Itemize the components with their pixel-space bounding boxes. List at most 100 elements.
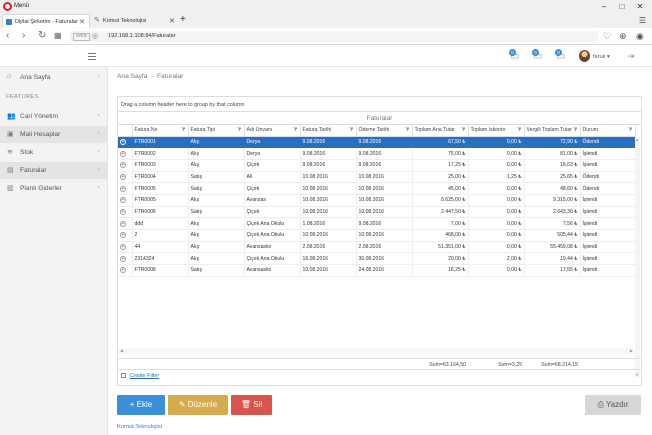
- table-row[interactable]: + FTR0005 Alış Avansas 10.08.2016 10.08.2016 8…: [118, 194, 636, 207]
- column-header[interactable]: Toplam Ana Tutar ⧩: [412, 125, 469, 137]
- expand-cell[interactable]: +: [118, 206, 133, 219]
- browser-menu-label[interactable]: Menü: [14, 3, 30, 9]
- print-button[interactable]: ⎙ Yazdır: [585, 395, 641, 415]
- table-row[interactable]: + FTR0005 Satış Çiçek 10.08.2016 10.08.2016 45…: [118, 182, 636, 195]
- delete-button[interactable]: 🗑 Sil: [231, 395, 272, 415]
- footer-link[interactable]: Komut Teknolojisi: [117, 424, 163, 430]
- filter-icon[interactable]: ⧩: [461, 127, 466, 133]
- scroll-right-icon[interactable]: ▶: [629, 348, 633, 353]
- horizontal-scrollbar[interactable]: ◀ ▶: [118, 348, 635, 354]
- table-row[interactable]: + FTR0008 Satış Avansasko 10.08.2016 24.08.20…: [118, 264, 636, 277]
- table-row[interactable]: + ddd Alış Çiçek Ana Okulu 1.08.2016 9.08.201…: [118, 217, 636, 230]
- sidebar-item-stok[interactable]: ≋ Stok ‹: [0, 144, 108, 161]
- filter-icon[interactable]: ⧩: [573, 127, 578, 133]
- maximize-icon[interactable]: □: [619, 2, 625, 11]
- tab-komut[interactable]: ✎ Komut Teknolojisi ✕: [91, 14, 179, 28]
- address-bar[interactable]: WEB ◎ 192.168.1.108:84/Faturalar: [70, 31, 598, 42]
- expand-cell[interactable]: +: [118, 194, 133, 207]
- sidebar-item-mali-hesaplar[interactable]: ▣ Mali Hesaplar ‹: [0, 126, 108, 143]
- heart-icon[interactable]: ♡: [603, 31, 612, 41]
- filter-checkbox[interactable]: [121, 373, 126, 379]
- task-icon[interactable]: ▭: [556, 51, 566, 62]
- account-icon[interactable]: ◉: [636, 31, 644, 41]
- expand-cell[interactable]: +: [118, 264, 133, 277]
- user-name[interactable]: faruk ▾: [593, 54, 610, 60]
- avatar[interactable]: [579, 50, 590, 62]
- table-row[interactable]: + FTR0001 Alış Derya 9.08.2016 9.08.2016 67,50…: [118, 136, 636, 149]
- expand-cell[interactable]: +: [118, 217, 133, 230]
- vertical-scrollbar[interactable]: ▲ ▼: [635, 137, 640, 377]
- filter-icon[interactable]: ⧩: [237, 127, 242, 133]
- create-filter[interactable]: Create Filter: [118, 373, 159, 379]
- download-icon[interactable]: ⊕: [619, 31, 627, 41]
- column-header[interactable]: Durum ⧩: [580, 125, 636, 137]
- filter-icon[interactable]: ⧩: [517, 127, 522, 133]
- notification-icon[interactable]: ▭: [510, 51, 520, 62]
- table-row[interactable]: + FTR0003 Alış Çiçek 9.08.2016 9.08.2016 17,25…: [118, 159, 636, 172]
- sidebar-item-cari-yonetim[interactable]: 👥 Cari Yönetim ‹: [0, 108, 108, 125]
- expand-cell[interactable]: +: [118, 241, 133, 254]
- table-row[interactable]: + FTR0006 Satış Çiçek 10.08.2016 10.08.2016 2.…: [118, 206, 636, 219]
- tab-close-icon[interactable]: ✕: [169, 18, 175, 25]
- sidebar-item-planli-giderler[interactable]: ▥ Planlı Giderler ‹: [0, 180, 108, 197]
- filter-icon[interactable]: ⧩: [405, 127, 410, 133]
- expand-cell[interactable]: +: [118, 252, 133, 266]
- expand-row-icon[interactable]: +: [120, 162, 126, 169]
- expand-row-icon[interactable]: +: [120, 197, 126, 204]
- column-header[interactable]: Adı Ünvanı ⧩: [244, 125, 301, 137]
- column-header[interactable]: Toplam Iskonto ⧩: [468, 125, 525, 137]
- expand-row-icon[interactable]: +: [120, 208, 126, 215]
- table-row[interactable]: + FTR0002 Alış Derya 9.08.2016 9.08.2016 75,00…: [118, 147, 636, 160]
- expand-cell[interactable]: +: [118, 229, 133, 242]
- column-header[interactable]: Vergili Toplam Tutar ⧩: [524, 125, 581, 137]
- tab-menu-icon[interactable]: ☰: [638, 16, 646, 25]
- table-row[interactable]: +44 Alış Avansasko 2.08.2016 2.08.2016 51.351…: [118, 241, 636, 254]
- filter-icon[interactable]: ⧩: [628, 127, 633, 133]
- filter-icon[interactable]: ⧩: [349, 127, 354, 133]
- scroll-down-icon[interactable]: ▼: [635, 372, 639, 377]
- speed-dial-icon[interactable]: ▦: [54, 31, 62, 40]
- edit-button[interactable]: ✎ Düzenle: [168, 395, 228, 415]
- sidebar-item-faturalar[interactable]: ▤ Faturalar ‹: [0, 162, 108, 179]
- expand-row-icon[interactable]: +: [120, 220, 126, 227]
- table-row[interactable]: +2314324 Alış Çiçek Ana Okulu 16.08.2016 30.…: [118, 252, 636, 266]
- sidebar-item-ana-sayfa[interactable]: ⌂ Ana Sayfa ‹: [0, 69, 108, 86]
- back-icon[interactable]: ‹: [6, 30, 10, 41]
- table-row[interactable]: +2 Alış Çiçek Ana Okulu 10.08.2016 10.08.201…: [118, 229, 636, 242]
- create-filter-link[interactable]: Create Filter: [129, 373, 160, 379]
- expand-row-icon[interactable]: +: [120, 267, 126, 274]
- scroll-up-icon[interactable]: ▲: [635, 137, 639, 142]
- column-header[interactable]: Fatura Tarihi ⧩: [300, 125, 357, 137]
- reload-icon[interactable]: ↻: [38, 30, 47, 41]
- expand-row-icon[interactable]: +: [120, 255, 126, 262]
- add-button[interactable]: + Ekle: [117, 395, 165, 415]
- scroll-left-icon[interactable]: ◀: [120, 348, 124, 353]
- forward-icon[interactable]: ›: [22, 30, 26, 41]
- group-by-area[interactable]: Drag a column header here to group by th…: [118, 97, 641, 112]
- filter-icon[interactable]: ⧩: [293, 127, 298, 133]
- expand-cell[interactable]: +: [118, 147, 133, 160]
- opera-logo-icon[interactable]: [3, 2, 12, 11]
- hamburger-menu-icon[interactable]: [88, 53, 96, 60]
- minimize-icon[interactable]: –: [601, 2, 607, 11]
- tab-close-icon[interactable]: ✕: [79, 19, 85, 26]
- filter-icon[interactable]: ⧩: [181, 127, 186, 133]
- message-icon[interactable]: ▭: [533, 51, 543, 62]
- expand-row-icon[interactable]: +: [120, 232, 126, 239]
- expand-row-icon[interactable]: +: [120, 173, 126, 180]
- expand-row-icon[interactable]: +: [120, 244, 126, 251]
- logout-icon[interactable]: ⇥: [627, 51, 635, 61]
- expand-cell[interactable]: +: [118, 136, 133, 149]
- expand-row-icon[interactable]: +: [120, 138, 126, 145]
- tab-faturalar[interactable]: Dijital Şirketim - Faturalar ✕: [2, 14, 90, 28]
- column-header[interactable]: Fatura Tipi ⧩: [188, 125, 245, 137]
- breadcrumb-home[interactable]: Ana Sayfa: [117, 73, 148, 80]
- new-tab-icon[interactable]: +: [180, 14, 186, 25]
- table-row[interactable]: + FTR0004 Satış Ali 10.08.2016 10.08.2016 25,0…: [118, 171, 636, 184]
- close-window-icon[interactable]: ✕: [636, 2, 644, 11]
- column-header[interactable]: Ödeme Tarihi ⧩: [356, 125, 413, 137]
- expand-row-icon[interactable]: +: [120, 150, 126, 157]
- column-header[interactable]: Fatura No ⧩: [132, 125, 189, 137]
- expand-cell[interactable]: +: [118, 159, 133, 172]
- expand-cell[interactable]: +: [118, 171, 133, 184]
